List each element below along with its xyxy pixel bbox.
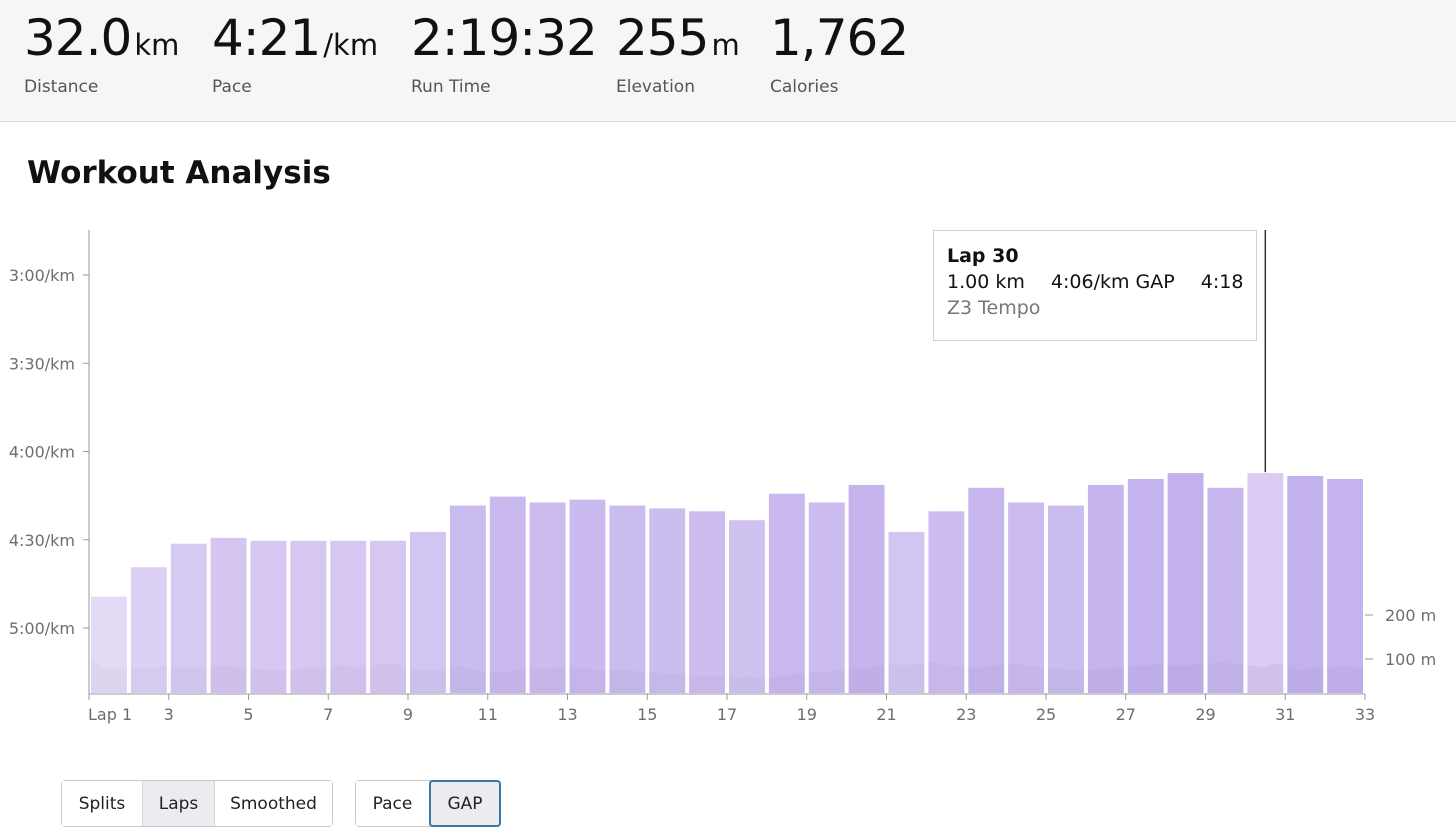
pace-button[interactable]: Pace [356,781,430,826]
smoothed-button[interactable]: Smoothed [215,781,332,826]
lap-bar [89,594,129,696]
tooltip-title: Lap 30 [947,245,1019,267]
lap-bar [846,482,887,695]
x-tick-label: Lap 1 [88,705,132,724]
stats-bar: 32.0 km Distance 4:21/km Pace 2:19:32 Run… [0,0,1456,122]
x-tick-label: 11 [478,705,498,724]
x-tick-label: 33 [1355,705,1375,724]
stat-label: Elevation [616,77,695,97]
y-tick-label: 4:30/km [9,531,75,550]
lap-bar [168,541,209,696]
y-tick-label: 3:00/km [9,266,75,285]
lap-bar [1285,474,1326,695]
tooltip-gap: 4:06/km GAP [1050,271,1175,293]
lap-bar [567,497,608,695]
lap-bar [328,538,369,696]
stat-value: 255 [616,9,709,67]
x-tick-label: 17 [717,705,737,724]
y-tick-label: 4:00/km [9,443,75,462]
stat-run-time: 2:19:32 Run Time [411,8,600,97]
stat-unit: /km [323,28,379,62]
x-tick-label: 9 [403,705,413,724]
stat-calories: 1,762 Calories [770,8,911,97]
lap-bar [886,529,927,695]
lap-bar [1205,485,1246,695]
tooltip-zone: Z3 Tempo [947,297,1041,319]
lap-bar [687,509,727,695]
metric-toggle-group: Pace GAP [355,780,501,827]
lap-bar [288,538,329,696]
stat-value: 2:19:32 [411,9,598,67]
lap-bar [727,518,767,696]
x-tick-label: 27 [1116,705,1136,724]
lap-bar [408,529,448,695]
lap-bar [368,538,409,696]
x-tick-label: 19 [797,705,817,724]
lap-bar [447,503,488,695]
lap-bar [926,509,967,695]
lap-tooltip: Lap 30 1.00 km 4:06/km GAP 4:18 Z3 Tempo [933,230,1257,341]
x-tick-label: 7 [323,705,333,724]
lap-bar [208,535,249,695]
stat-label: Run Time [411,77,491,97]
x-tick-label: 15 [637,705,657,724]
lap-bar [1325,477,1365,695]
lap-bar [1006,500,1046,695]
stat-distance: 32.0 km Distance [24,8,179,97]
stat-label: Distance [24,77,99,97]
stat-value: 4:21 [212,9,321,67]
stat-elevation: 255 m Elevation [616,8,740,97]
splits-button[interactable]: Splits [62,781,143,826]
lap-bar [1085,482,1126,695]
x-tick-label: 5 [243,705,253,724]
tooltip-time: 4:18 [1200,271,1244,293]
lap-bar [647,506,688,695]
stat-value: 1,762 [770,9,909,67]
pace-chart[interactable]: 3:00/km 3:30/km 4:00/km 4:30/km 5:00/km 200 m… [0,215,1456,735]
tooltip-distance: 1.00 km [947,271,1025,293]
stat-value: 32.0 [24,9,132,67]
x-tick-label: 29 [1195,705,1215,724]
x-tick-label: 23 [956,705,976,724]
lap-bar [1046,503,1086,695]
lap-bar [607,503,648,695]
x-tick-label: 3 [164,705,174,724]
lap-bar [966,485,1007,695]
view-toggle-group: Splits Laps Smoothed [61,780,333,827]
tooltip-details: 1.00 km 4:06/km GAP 4:18 [947,271,1243,293]
lap-bar [527,500,568,695]
section-title: Workout Analysis [27,155,331,191]
laps-button[interactable]: Laps [143,781,215,826]
elevation-tick-label: 200 m [1385,606,1436,625]
lap-bar [766,491,807,696]
lap-bar [1125,477,1166,695]
x-tick-label: 13 [557,705,577,724]
lap-bar [128,565,169,696]
y-tick-label: 5:00/km [9,619,75,638]
gap-button[interactable]: GAP [429,780,501,827]
stat-unit: km [134,28,180,62]
stat-unit: m [711,28,740,62]
lap-bar [248,538,289,696]
stat-label: Pace [212,77,252,97]
elevation-tick-label: 100 m [1385,650,1436,669]
stat-pace: 4:21/km Pace [212,8,378,97]
y-tick-label: 3:30/km [9,354,75,373]
x-tick-label: 31 [1275,705,1295,724]
stat-label: Calories [770,77,839,97]
lap-bar [1165,471,1206,695]
lap-bar [487,494,528,695]
x-tick-label: 21 [876,705,896,724]
x-tick-label: 25 [1036,705,1056,724]
lap-bar [1245,471,1286,695]
lap-bar [806,500,847,695]
